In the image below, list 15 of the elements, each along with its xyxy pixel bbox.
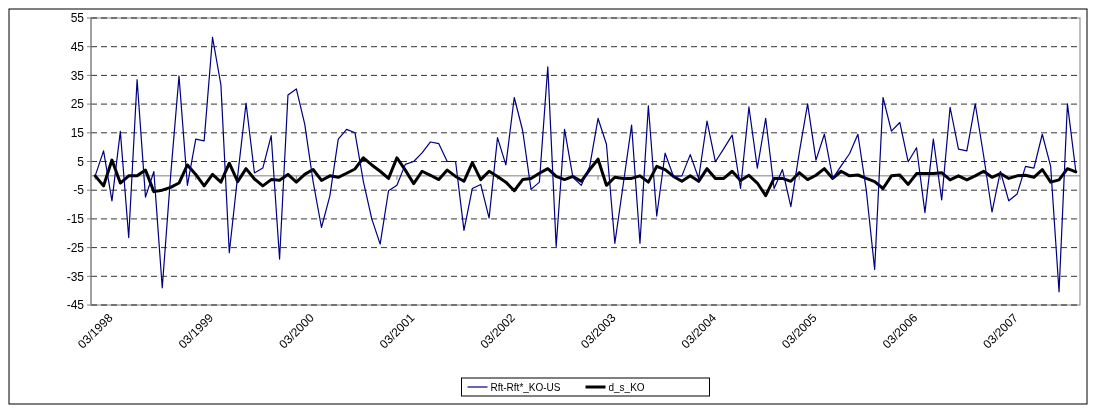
y-tick-label: 5 <box>77 154 85 169</box>
y-tick-label: -35 <box>66 269 85 284</box>
legend-label: Rft-Rft*_KO-US <box>490 382 561 393</box>
y-tick-label: -25 <box>66 240 85 255</box>
legend-label: d_s_KO <box>608 382 645 393</box>
y-tick-label: 35 <box>70 68 85 83</box>
y-tick-label: 55 <box>70 11 85 26</box>
y-tick-label: 25 <box>70 97 85 112</box>
y-tick-label: 15 <box>70 126 85 140</box>
line-series <box>93 156 1078 198</box>
y-tick-label: 45 <box>70 39 85 54</box>
y-tick-label: -45 <box>66 298 85 313</box>
y-tick-label: -15 <box>66 212 85 227</box>
line-series <box>94 36 1077 293</box>
y-tick-label: -5 <box>73 183 85 198</box>
